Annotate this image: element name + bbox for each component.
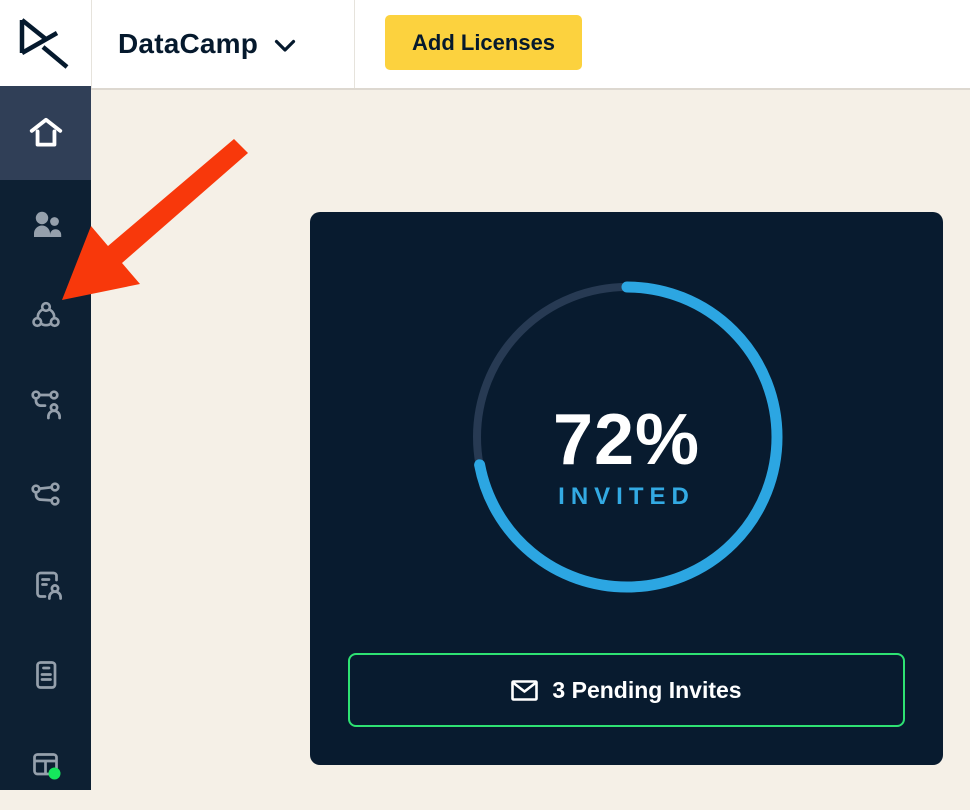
pending-invites-label: 3 Pending Invites	[552, 676, 742, 703]
add-licenses-button[interactable]: Add Licenses	[385, 15, 583, 70]
main-content: Dashboard 72% INVITED 3 Pending Invites	[91, 90, 970, 790]
track-person-icon	[30, 390, 61, 420]
table-icon	[32, 753, 60, 780]
sidebar-item-members[interactable]	[0, 180, 91, 270]
envelope-icon	[511, 679, 539, 701]
home-icon	[29, 117, 62, 147]
sidebar	[0, 86, 91, 790]
sidebar-item-member-reports[interactable]	[0, 540, 91, 630]
datacamp-logo-icon	[19, 18, 68, 69]
sidebar-item-content-table[interactable]	[0, 720, 91, 810]
pending-invites-button[interactable]: 3 Pending Invites	[348, 653, 905, 727]
invited-progress-card: 72% INVITED 3 Pending Invites	[310, 212, 943, 765]
topbar: DataCamp Add Licenses	[0, 0, 970, 90]
sidebar-item-home[interactable]	[0, 86, 91, 180]
sidebar-item-assignments[interactable]	[0, 360, 91, 450]
document-person-icon	[35, 571, 62, 600]
report-icon	[35, 661, 56, 689]
invited-progress-arc	[471, 281, 783, 593]
groups-icon	[31, 301, 60, 328]
sidebar-item-reports[interactable]	[0, 630, 91, 720]
sidebar-item-custom-tracks[interactable]	[0, 450, 91, 540]
org-switcher[interactable]: DataCamp	[92, 0, 355, 88]
sidebar-item-groups[interactable]	[0, 270, 91, 360]
chevron-down-icon	[274, 39, 296, 52]
datacamp-logo[interactable]	[0, 0, 92, 88]
users-icon	[33, 211, 61, 237]
green-dot-badge	[48, 767, 60, 780]
invited-donut-chart	[467, 277, 787, 597]
track-icon	[30, 482, 60, 506]
org-name: DataCamp	[118, 28, 259, 59]
